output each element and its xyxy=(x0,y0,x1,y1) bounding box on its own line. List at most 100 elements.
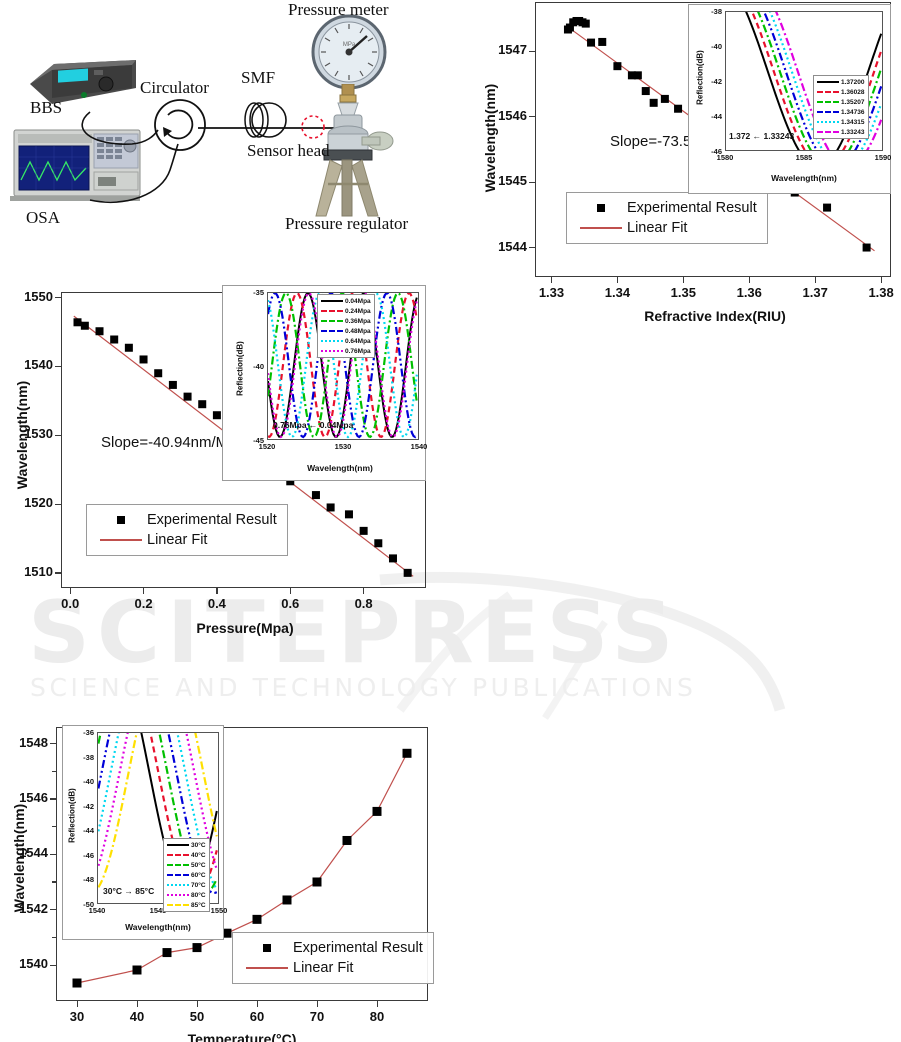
chart-data-layer xyxy=(72,748,412,988)
fiber-bbs-to-circulator xyxy=(81,111,159,145)
slope-annotation: Slope=-40.94nm/Mpa xyxy=(101,434,245,451)
x-tick-label: 60 xyxy=(249,1009,265,1024)
inset-legend-label: 1.36028 xyxy=(841,88,865,96)
inset-legend-label: 80°C xyxy=(191,891,206,899)
inset-legend-row: 1.33243 xyxy=(817,127,865,137)
smf-coil-icon xyxy=(244,102,287,138)
x-tick xyxy=(316,1001,318,1007)
inset-legend-row: 40°C xyxy=(167,850,206,860)
inset-legend-swatch-icon xyxy=(167,871,189,879)
inset-legend-row: 85°C xyxy=(167,900,206,910)
inset-legend-label: 1.37200 xyxy=(841,78,865,86)
x-tick xyxy=(69,588,71,594)
inset-legend-swatch-icon xyxy=(321,307,343,315)
x-tick-label: 1.34 xyxy=(604,285,631,300)
y-tick xyxy=(529,116,535,118)
x-tick-label: 1.35 xyxy=(670,285,696,300)
x-tick-label: 50 xyxy=(189,1009,205,1024)
legend-label: Experimental Result xyxy=(293,940,423,956)
inset-x-tick: 1540 xyxy=(410,442,428,451)
pressure-inset-plot: Reflection(dB) Wavelength(nm) 0.76Mpa ← … xyxy=(222,285,427,481)
inset-legend-label: 0.36Mpa xyxy=(345,317,371,325)
inset-y-tick: -44 xyxy=(83,826,94,836)
inset-plot-area xyxy=(97,732,219,904)
x-tick-label: 1.38 xyxy=(868,285,894,300)
inset-legend-row: 50°C xyxy=(167,860,206,870)
legend-marker-square-icon xyxy=(95,516,147,524)
x-tick-label: 40 xyxy=(129,1009,145,1024)
pressure-regulator-label: Pressure regulator xyxy=(285,214,409,233)
y-tick xyxy=(50,853,56,856)
inset-legend-swatch-icon xyxy=(167,891,189,899)
inset-legend-label: 50°C xyxy=(191,861,206,869)
inset-y-tick: -40 xyxy=(253,362,264,371)
y-tick-label: 1530 xyxy=(24,426,53,442)
x-tick-label: 80 xyxy=(369,1009,385,1024)
sensor-head-label: Sensor head xyxy=(247,141,330,160)
inset-y-tick: -46 xyxy=(711,147,722,156)
x-tick xyxy=(814,277,816,283)
inset-legend-swatch-icon xyxy=(817,78,839,86)
x-tick xyxy=(289,588,292,594)
inset-y-tick: -46 xyxy=(83,850,94,860)
x-tick-label: 70 xyxy=(309,1009,325,1024)
legend-line-icon xyxy=(95,539,147,541)
inset-legend-swatch-icon xyxy=(167,851,189,859)
x-tick xyxy=(216,588,218,594)
inset-legend-swatch-icon xyxy=(817,88,839,96)
y-minor-tick xyxy=(52,770,56,772)
inset-legend-swatch-icon xyxy=(817,98,839,106)
y-tick-label: 1544 xyxy=(498,238,527,254)
inset-x-tick: 1545 xyxy=(149,906,167,915)
inset-x-label: Wavelength(nm) xyxy=(125,922,191,932)
inset-legend-label: 1.33243 xyxy=(841,128,865,136)
x-tick xyxy=(256,1001,258,1007)
inset-legend-row: 0.48Mpa xyxy=(321,326,371,336)
inset-legend: 0.04Mpa 0.24Mpa 0.36Mpa 0.48Mpa 0.64Mpa 0.76M… xyxy=(317,294,375,358)
inset-legend-swatch-icon xyxy=(321,297,343,305)
inset-legend-swatch-icon xyxy=(321,327,343,335)
plot-area xyxy=(56,727,428,1001)
smf-label: SMF xyxy=(241,68,276,87)
inset-legend-label: 30°C xyxy=(191,841,206,849)
bbs-device-icon xyxy=(30,60,136,104)
legend-row-experimental: Experimental Result xyxy=(95,510,277,530)
inset-legend-swatch-icon xyxy=(167,881,189,889)
inset-y-tick: -42 xyxy=(83,801,94,811)
y-tick-label: 1546 xyxy=(498,107,527,123)
x-tick xyxy=(363,588,365,594)
watermark-subtitle: SCIENCE AND TECHNOLOGY PUBLICATIONS xyxy=(30,673,697,702)
inset-y-tick: -48 xyxy=(83,875,94,885)
inset-legend-row: 0.24Mpa xyxy=(321,306,371,316)
x-axis-label: Refractive Index(RIU) xyxy=(644,308,786,324)
inset-legend-label: 0.48Mpa xyxy=(345,327,371,335)
inset-y-label: Reflection(dB) xyxy=(67,788,77,843)
y-tick xyxy=(55,365,61,368)
inset-x-tick: 1580 xyxy=(716,153,734,162)
inset-y-label: Reflection(dB) xyxy=(695,50,705,105)
inset-legend-row: 0.76Mpa xyxy=(321,346,371,356)
inset-legend-row: 1.34736 xyxy=(817,107,865,117)
pressure-regulator-icon xyxy=(315,84,394,217)
y-tick-label: 1540 xyxy=(19,956,48,972)
inset-legend-label: 0.04Mpa xyxy=(345,297,371,305)
inset-legend-swatch-icon xyxy=(167,861,189,869)
inset-y-tick: -40 xyxy=(711,42,722,51)
legend-label: Linear Fit xyxy=(147,532,208,548)
inset-legend-row: 1.36028 xyxy=(817,87,865,97)
y-minor-tick xyxy=(52,881,56,883)
inset-y-tick: -36 xyxy=(83,728,94,737)
inset-legend-label: 1.34736 xyxy=(841,108,865,116)
pressure-meter-label: Pressure meter xyxy=(288,0,389,19)
experimental-setup-diagram: MPa BBS OSA Circulator SMF Sensor head P… xyxy=(0,0,460,262)
x-tick-label: 30 xyxy=(69,1009,85,1024)
legend-row-linear-fit: Linear Fit xyxy=(575,218,757,238)
inset-legend-label: 70°C xyxy=(191,881,206,889)
x-tick xyxy=(880,277,882,283)
inset-legend-row: 30°C xyxy=(167,840,206,850)
x-tick xyxy=(682,277,685,283)
x-tick-label: 1.37 xyxy=(802,285,828,300)
inset-legend-swatch-icon xyxy=(167,841,189,849)
y-tick xyxy=(50,798,56,800)
